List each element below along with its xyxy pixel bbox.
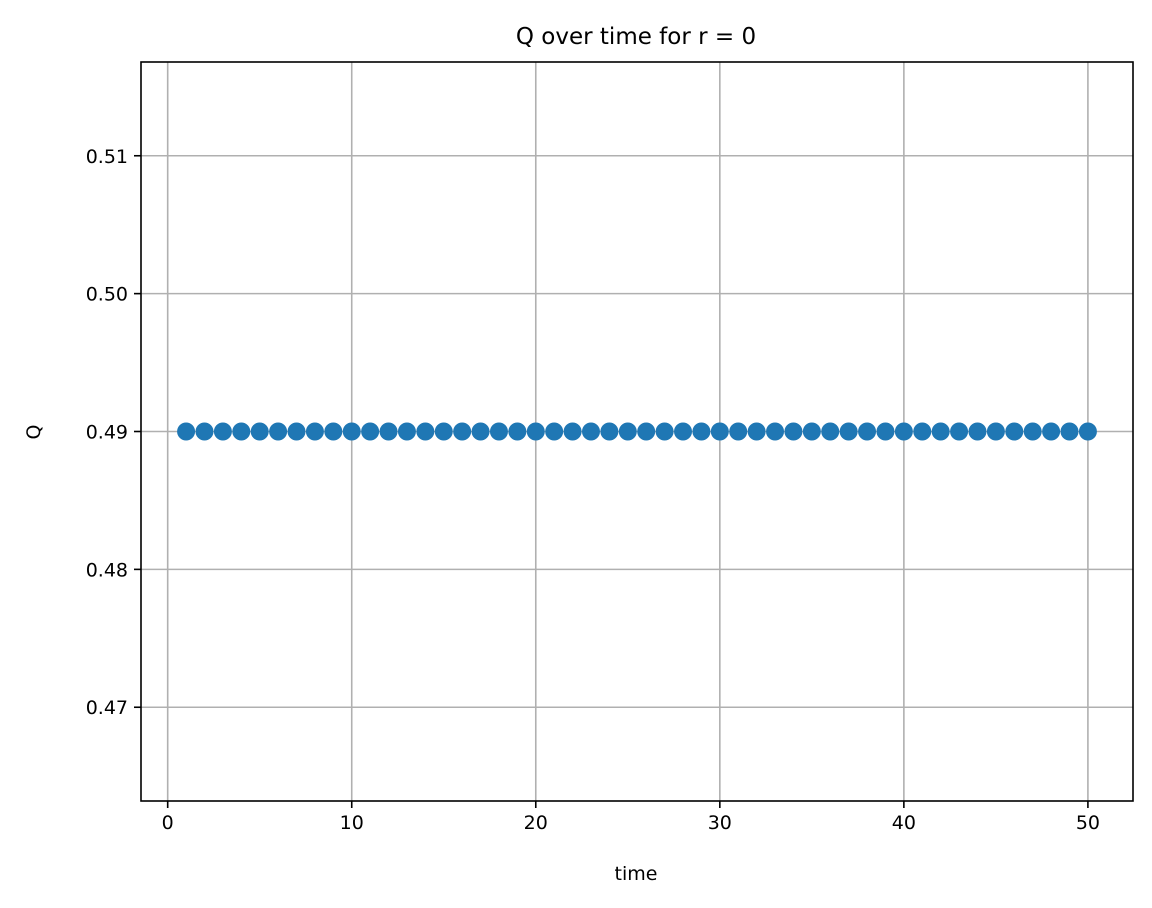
data-point [600,422,619,441]
data-point [674,422,693,441]
data-point [545,422,564,441]
data-point [416,422,435,441]
data-point [471,422,490,441]
data-point [802,422,821,441]
x-axis-label: time [615,863,658,885]
data-point [986,422,1005,441]
y-tick-label: 0.48 [86,559,128,581]
data-point [526,422,545,441]
data-point [434,422,453,441]
data-point [876,422,895,441]
data-point [1023,422,1042,441]
data-point [250,422,269,441]
data-point [232,422,251,441]
data-point [508,422,527,441]
data-point [894,422,913,441]
data-point [710,422,729,441]
data-point [821,422,840,441]
data-point [195,422,214,441]
chart-title: Q over time for r = 0 [516,24,756,50]
y-tick-label: 0.47 [86,697,128,719]
x-tick-label: 20 [524,812,548,834]
data-point [342,422,361,441]
data-points [177,422,1097,441]
y-tick-label: 0.50 [86,284,128,306]
data-point [950,422,969,441]
data-point [968,422,987,441]
y-tick-label: 0.49 [86,422,128,444]
x-tick-label: 0 [162,812,174,834]
data-point [931,422,950,441]
data-point [784,422,803,441]
data-point [1078,422,1097,441]
data-point [287,422,306,441]
data-point [1042,422,1061,441]
data-point [747,422,766,441]
x-axis-ticks: 0 10 20 30 40 50 [162,801,1100,834]
data-point [581,422,600,441]
data-point [858,422,877,441]
data-point [637,422,656,441]
x-tick-label: 30 [708,812,732,834]
data-point [361,422,380,441]
data-point [1060,422,1079,441]
data-point [397,422,416,441]
data-point [1005,422,1024,441]
data-point [766,422,785,441]
x-tick-label: 40 [892,812,916,834]
y-axis-ticks: 0.47 0.48 0.49 0.50 0.51 [86,146,141,719]
y-axis-label: Q [23,425,45,440]
data-point [177,422,196,441]
data-point [453,422,472,441]
data-point [692,422,711,441]
x-tick-label: 10 [340,812,364,834]
data-point [213,422,232,441]
y-tick-label: 0.51 [86,146,128,168]
data-point [489,422,508,441]
data-point [563,422,582,441]
data-point [618,422,637,441]
data-point [655,422,674,441]
data-point [269,422,288,441]
data-point [729,422,748,441]
data-point [324,422,343,441]
data-point [305,422,324,441]
data-point [379,422,398,441]
data-point [913,422,932,441]
data-point [839,422,858,441]
x-tick-label: 50 [1076,812,1100,834]
